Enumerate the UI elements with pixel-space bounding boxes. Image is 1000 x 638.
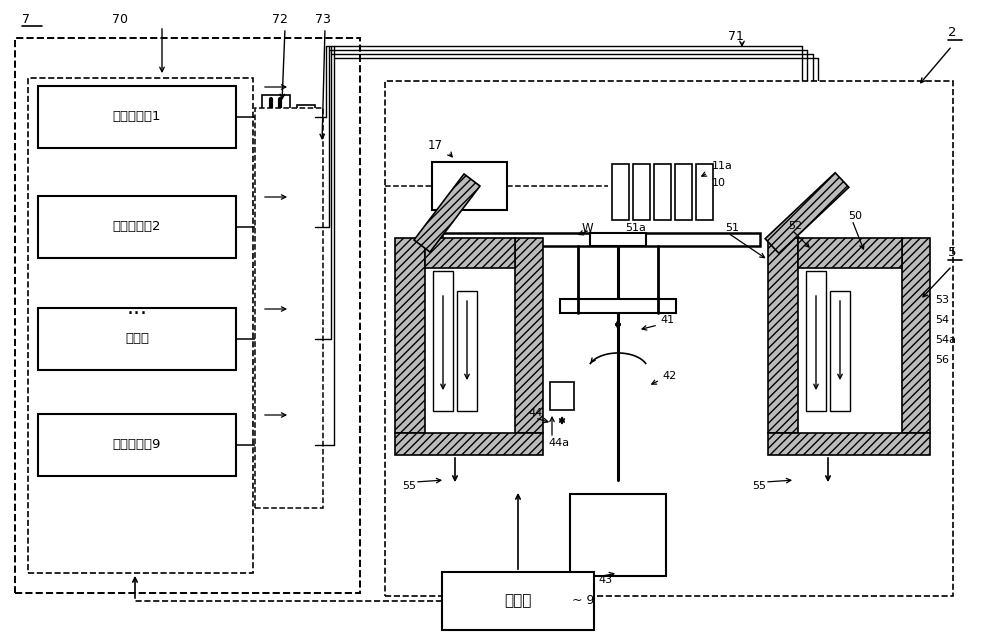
Bar bbox=[262, 317, 290, 361]
Text: 42: 42 bbox=[662, 371, 676, 381]
Bar bbox=[262, 95, 290, 139]
Text: 抗蚀剂残留2: 抗蚀剂残留2 bbox=[113, 221, 161, 234]
Text: 17: 17 bbox=[428, 140, 443, 152]
Text: 5: 5 bbox=[948, 246, 956, 260]
Bar bbox=[560, 299, 676, 313]
Bar bbox=[768, 238, 798, 433]
Bar bbox=[297, 105, 315, 129]
Text: ···: ··· bbox=[126, 304, 148, 324]
Text: 41: 41 bbox=[660, 315, 674, 325]
Bar bbox=[28, 78, 253, 573]
Bar bbox=[442, 233, 760, 246]
Text: 7: 7 bbox=[22, 13, 30, 27]
Bar bbox=[654, 164, 671, 220]
Text: 55: 55 bbox=[402, 481, 416, 491]
Bar bbox=[395, 238, 425, 433]
Bar bbox=[902, 238, 930, 433]
Text: 2: 2 bbox=[948, 27, 956, 40]
Bar bbox=[768, 433, 930, 455]
Text: 54a: 54a bbox=[935, 335, 956, 345]
Bar bbox=[442, 572, 594, 630]
Bar bbox=[675, 164, 692, 220]
Bar bbox=[798, 238, 902, 268]
Text: 44: 44 bbox=[528, 408, 542, 418]
Text: 56: 56 bbox=[935, 355, 949, 365]
Bar bbox=[262, 205, 290, 249]
Bar bbox=[385, 81, 953, 596]
Polygon shape bbox=[414, 174, 480, 252]
Text: 55: 55 bbox=[752, 481, 766, 491]
Bar bbox=[590, 233, 646, 246]
Text: 53: 53 bbox=[935, 295, 949, 305]
Text: 73: 73 bbox=[315, 13, 331, 27]
Text: 52: 52 bbox=[788, 221, 802, 231]
Text: 10: 10 bbox=[712, 178, 726, 188]
Bar bbox=[612, 164, 629, 220]
Bar bbox=[38, 196, 236, 258]
Bar bbox=[255, 108, 323, 508]
Bar bbox=[570, 494, 666, 576]
Bar bbox=[262, 423, 290, 467]
Bar bbox=[38, 414, 236, 476]
Text: 51: 51 bbox=[725, 223, 739, 233]
Text: 抗蚀剂残留9: 抗蚀剂残留9 bbox=[113, 438, 161, 452]
Text: 43: 43 bbox=[598, 575, 612, 585]
Bar bbox=[38, 308, 236, 370]
Text: 44a: 44a bbox=[548, 438, 569, 448]
Bar bbox=[830, 291, 850, 411]
Polygon shape bbox=[765, 173, 849, 253]
Bar bbox=[457, 291, 477, 411]
Text: 11a: 11a bbox=[712, 161, 733, 171]
Text: 抗蚀剂残留1: 抗蚀剂残留1 bbox=[113, 110, 161, 124]
Text: 70: 70 bbox=[112, 13, 128, 27]
Text: 稀释剂: 稀释剂 bbox=[125, 332, 149, 346]
Bar bbox=[297, 215, 315, 239]
Text: 控制部: 控制部 bbox=[504, 593, 532, 609]
Bar bbox=[433, 271, 453, 411]
Text: 72: 72 bbox=[272, 13, 288, 27]
Bar bbox=[633, 164, 650, 220]
Bar bbox=[15, 38, 360, 593]
Bar bbox=[696, 164, 713, 220]
Text: 54: 54 bbox=[935, 315, 949, 325]
Text: 51a: 51a bbox=[625, 223, 646, 233]
Text: 71: 71 bbox=[728, 29, 744, 43]
Text: 50: 50 bbox=[848, 211, 862, 221]
Bar bbox=[550, 382, 574, 410]
Bar bbox=[432, 162, 507, 210]
Text: ~ 9: ~ 9 bbox=[572, 593, 594, 607]
Bar bbox=[395, 433, 543, 455]
Bar bbox=[297, 433, 315, 457]
Bar bbox=[38, 86, 236, 148]
Bar bbox=[425, 238, 515, 268]
Bar bbox=[297, 327, 315, 351]
Text: W: W bbox=[582, 221, 594, 235]
Bar bbox=[806, 271, 826, 411]
Bar bbox=[515, 238, 543, 433]
